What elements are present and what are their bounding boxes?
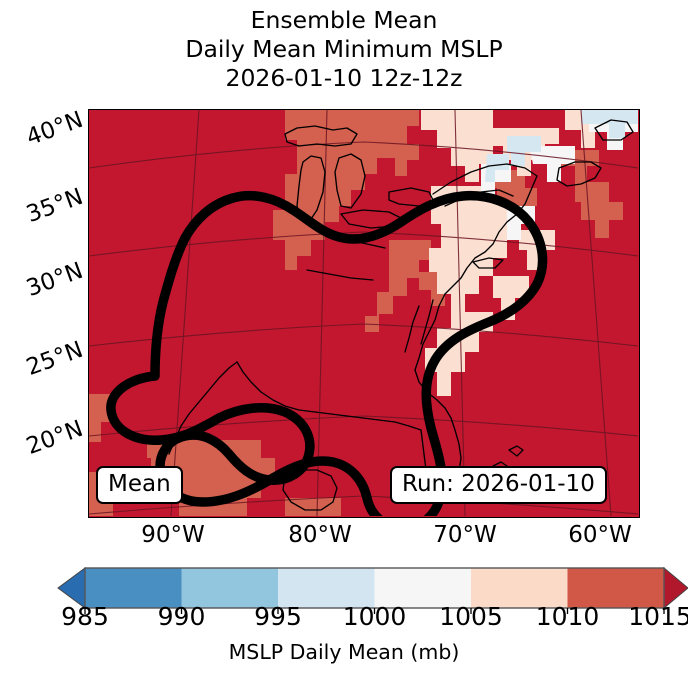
colorbar-tick-990: 990 — [157, 602, 206, 631]
lon-label-60W: 60°W — [568, 522, 632, 548]
colorbar-tick-1010: 1010 — [535, 602, 600, 631]
colorbar-axis-label: MSLP Daily Mean (mb) — [228, 640, 460, 664]
lon-label-80W: 80°W — [288, 522, 352, 548]
colorbar-tick-1005: 1005 — [439, 602, 503, 631]
colorbar-band-1005-1010 — [471, 568, 568, 608]
colorbar-tick-labels: 985 990 995 1000 1005 1010 1015 — [0, 602, 688, 634]
colorbar-tick-985: 985 — [61, 602, 109, 631]
title-line-1: Ensemble Mean — [250, 6, 438, 34]
title-line-2: Daily Mean Minimum MSLP — [185, 35, 503, 63]
colorbar-band-995-1000 — [278, 568, 375, 608]
colorbar[interactable]: 985 990 995 1000 1005 1010 1015 MSLP Dai… — [0, 560, 688, 674]
colorbar-tick-1015: 1015 — [628, 602, 688, 631]
map-canvas — [89, 110, 638, 516]
colorbar-tick-995: 995 — [254, 602, 302, 631]
lat-label-30N: 30°N — [23, 257, 87, 303]
mean-annotation-box: Mean — [96, 466, 183, 504]
colorbar-band-985-990 — [85, 568, 182, 608]
colorbar-band-990-995 — [181, 568, 278, 608]
map-panel[interactable] — [88, 109, 640, 518]
title-line-3: 2026-01-10 12z-12z — [225, 64, 463, 92]
lat-label-40N: 40°N — [23, 106, 87, 152]
lon-label-70W: 70°W — [433, 522, 497, 548]
run-annotation-box: Run: 2026-01-10 — [390, 466, 607, 504]
mslp-contour — [106, 190, 548, 516]
colorbar-swatches — [57, 566, 688, 614]
colorbar-band-1010-1015 — [567, 568, 664, 608]
figure-title: Ensemble Mean Daily Mean Minimum MSLP 20… — [0, 6, 688, 93]
lat-label-20N: 20°N — [23, 415, 87, 461]
colorbar-tick-1000: 1000 — [342, 602, 407, 631]
lat-label-25N: 25°N — [23, 336, 87, 382]
lat-label-35N: 35°N — [23, 183, 87, 229]
colorbar-ticks — [84, 608, 665, 614]
lon-label-90W: 90°W — [141, 522, 205, 548]
colorbar-band-1000-1005 — [374, 568, 471, 608]
